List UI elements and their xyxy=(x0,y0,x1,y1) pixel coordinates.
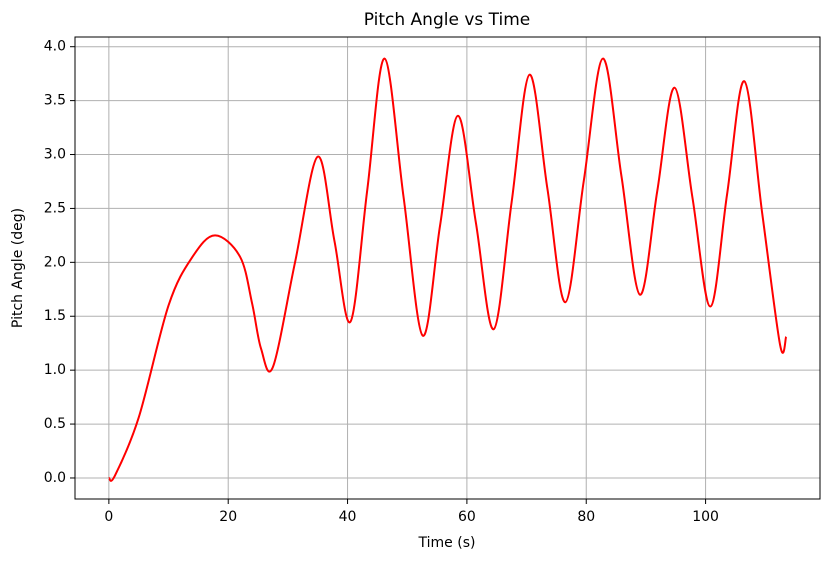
x-axis-label: Time (s) xyxy=(418,535,476,551)
chart-title: Pitch Angle vs Time xyxy=(364,10,531,30)
x-tick-label: 40 xyxy=(339,509,357,525)
y-axis-label: Pitch Angle (deg) xyxy=(10,208,26,328)
y-tick-label: 2.0 xyxy=(44,254,66,270)
y-tick-label: 2.5 xyxy=(44,200,66,216)
y-tick-label: 1.0 xyxy=(44,362,66,378)
y-tick-label: 4.0 xyxy=(44,39,66,55)
y-tick-label: 3.0 xyxy=(44,147,66,163)
x-tick-label: 100 xyxy=(692,509,719,525)
x-tick-label: 80 xyxy=(577,509,595,525)
y-tick-label: 3.5 xyxy=(44,93,66,109)
plot-frame xyxy=(74,36,821,500)
x-tick-label: 60 xyxy=(458,509,476,525)
x-tick-label: 0 xyxy=(104,509,113,525)
y-tick-label: 0.5 xyxy=(44,416,66,432)
y-tick-label: 1.5 xyxy=(44,308,66,324)
data-line xyxy=(107,57,788,482)
x-tick-label: 20 xyxy=(219,509,237,525)
y-tick-label: 0.0 xyxy=(44,470,66,486)
